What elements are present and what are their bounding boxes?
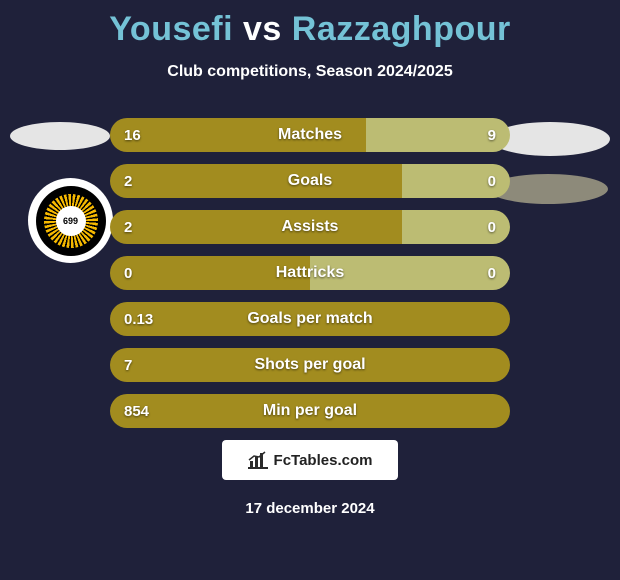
stat-row: Assists20 [110,210,510,244]
stats-panel: Matches169 Goals20 Assists20 Hattricks00 Goa… [110,118,510,440]
stat-bar-left [110,118,366,152]
stat-bar-left [110,164,402,198]
branding-chart-icon [248,451,268,469]
date-text: 17 december 2024 [0,500,620,517]
comparison-card: Yousefi vs Razzaghpour Club competitions… [0,0,620,580]
club-logo-core: 699 [56,206,86,236]
placeholder-ellipse-left [10,122,110,150]
stat-row: Goals20 [110,164,510,198]
stat-row: Shots per goal7 [110,348,510,382]
club-logo: 699 [28,178,113,263]
title-player2: Razzaghpour [292,10,511,48]
stat-row: Matches169 [110,118,510,152]
title-vs: vs [243,10,282,48]
stat-bar-right [366,118,510,152]
subtitle: Club competitions, Season 2024/2025 [0,63,620,81]
stat-bar-left [110,302,510,336]
club-logo-ring: 699 [36,186,106,256]
club-logo-text: 699 [63,216,78,226]
stat-bar-left [110,256,310,290]
stat-bar-right [402,210,510,244]
stat-bar-right [310,256,510,290]
title: Yousefi vs Razzaghpour [0,0,620,49]
stat-row: Goals per match0.13 [110,302,510,336]
stat-row: Min per goal854 [110,394,510,428]
branding-text: FcTables.com [274,452,373,469]
title-player1: Yousefi [109,10,233,48]
stat-bar-right [402,164,510,198]
stat-bar-left [110,348,510,382]
stat-row: Hattricks00 [110,256,510,290]
branding-badge: FcTables.com [222,440,398,480]
stat-bar-left [110,210,402,244]
club-logo-rays: 699 [44,194,98,248]
stat-bar-left [110,394,510,428]
